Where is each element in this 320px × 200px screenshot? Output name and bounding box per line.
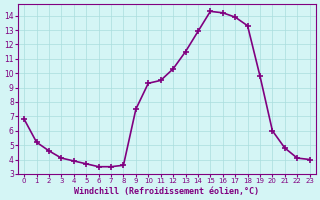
X-axis label: Windchill (Refroidissement éolien,°C): Windchill (Refroidissement éolien,°C) bbox=[74, 187, 260, 196]
